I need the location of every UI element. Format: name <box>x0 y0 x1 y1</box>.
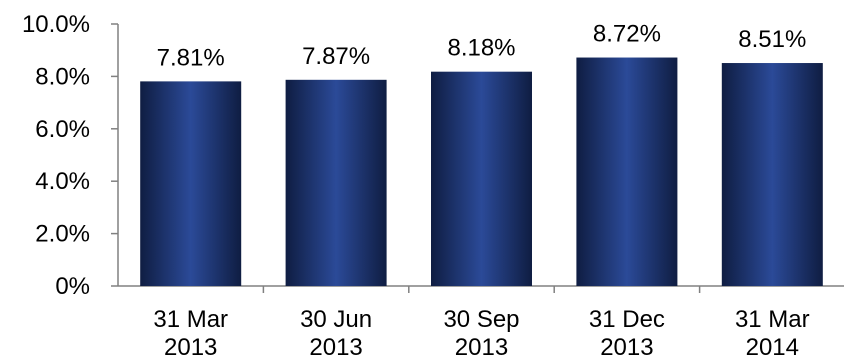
bar-value-label: 7.87% <box>302 43 370 70</box>
x-tick-label-line: 31 Mar <box>735 306 810 333</box>
bar <box>576 57 678 287</box>
x-tick-label: 30 Jun 2013 <box>300 306 372 359</box>
y-tick-label: 4.0% <box>35 168 90 195</box>
bar-value-label: 8.51% <box>738 26 806 53</box>
x-tick-label: 30 Sep 2013 <box>443 306 519 359</box>
bars <box>140 57 823 287</box>
bar <box>285 79 387 286</box>
x-tick-label-line: 2013 <box>600 334 653 359</box>
bar <box>431 71 532 287</box>
x-tick-label-line: 2013 <box>164 334 217 359</box>
bar-value-label: 8.18% <box>447 35 515 62</box>
x-tick-label: 31 Dec 2013 <box>589 306 665 359</box>
x-tick-label: 31 Mar 2014 <box>735 306 810 359</box>
y-tick-label: 8.0% <box>35 63 90 90</box>
bar <box>140 81 242 287</box>
y-tick-label: 6.0% <box>35 116 90 143</box>
x-tick-label-line: 2013 <box>309 334 362 359</box>
x-tick-label-line: 2013 <box>455 334 508 359</box>
x-tick-label-line: 2014 <box>746 334 799 359</box>
y-tick-label: 0% <box>55 273 90 300</box>
x-tick-label-line: 31 Dec <box>589 306 665 333</box>
y-axis: 0% 2.0% 4.0% 6.0% 8.0% 10.0% <box>22 11 119 300</box>
data-labels: 7.81% 7.87% 8.18% 8.72% 8.51% <box>157 21 807 72</box>
bar-value-label: 8.72% <box>593 21 661 48</box>
bar <box>721 63 823 287</box>
y-tick-label: 10.0% <box>22 11 90 38</box>
y-tick-label: 2.0% <box>35 221 90 248</box>
x-tick-label-line: 30 Jun <box>300 306 372 333</box>
bar-value-label: 7.81% <box>157 44 225 71</box>
x-tick-label-line: 30 Sep <box>443 306 519 333</box>
x-tick-label: 31 Mar 2013 <box>153 306 228 359</box>
x-tick-label-line: 31 Mar <box>153 306 228 333</box>
